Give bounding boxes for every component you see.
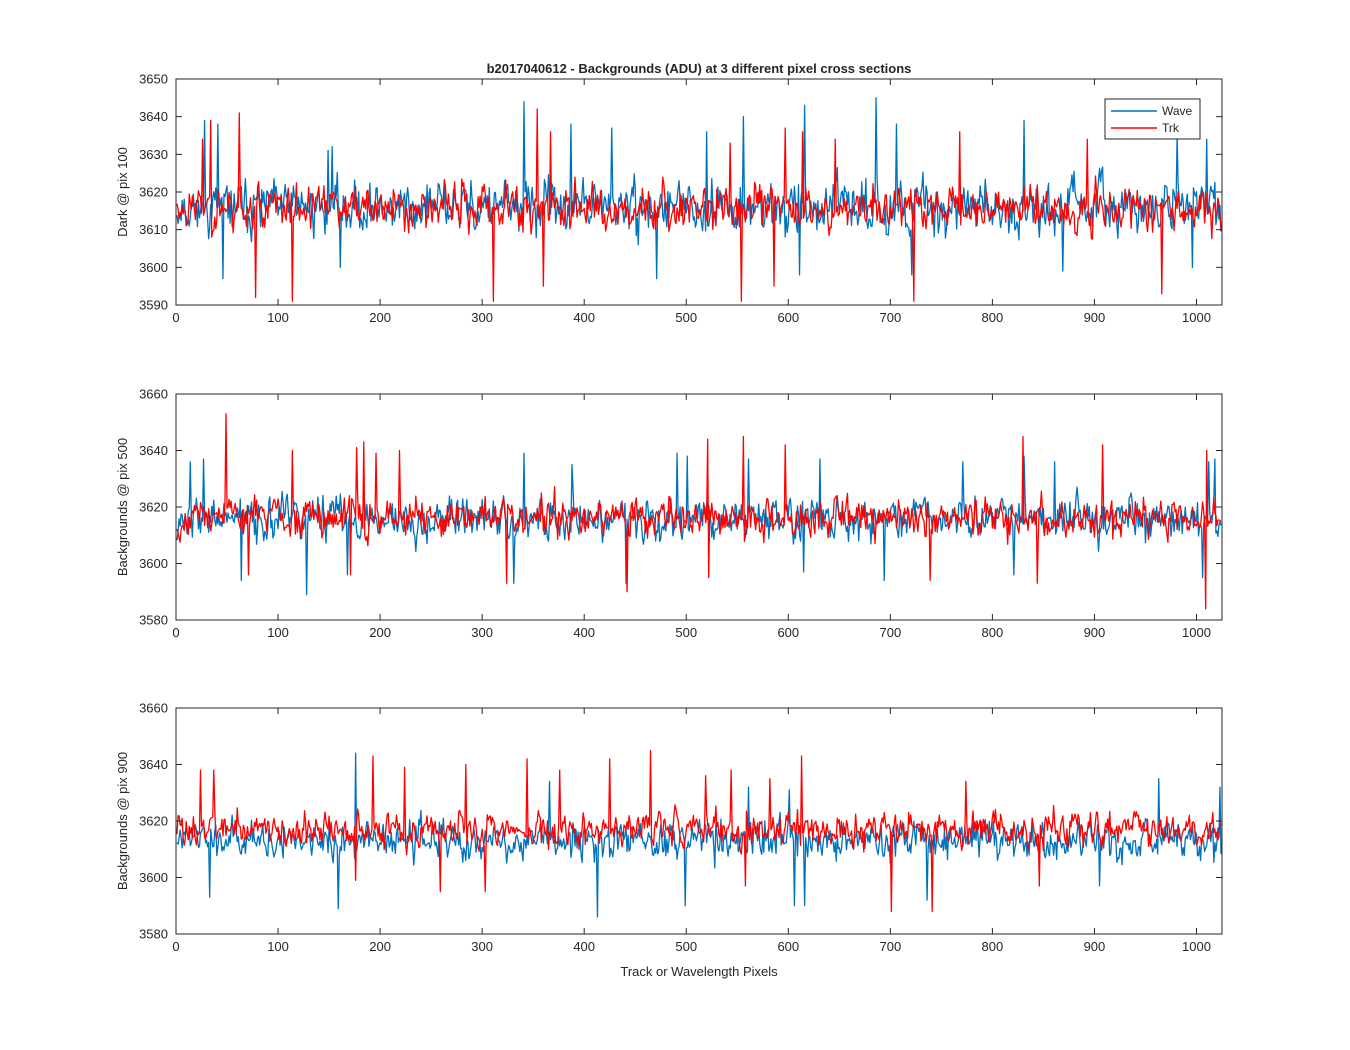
x-tick-label: 1000: [1182, 939, 1211, 954]
x-tick-label: 900: [1084, 939, 1106, 954]
x-tick-label: 0: [172, 625, 179, 640]
x-tick-label: 900: [1084, 310, 1106, 325]
x-tick-label: 0: [172, 310, 179, 325]
y-tick-label: 3600: [139, 870, 168, 885]
series-line-trk: [176, 749, 1222, 913]
y-tick-label: 3590: [139, 298, 168, 313]
series-line-wave: [176, 752, 1222, 918]
series-line-trk: [176, 413, 1222, 610]
plot-area: [176, 749, 1222, 918]
x-tick-label: 400: [573, 939, 595, 954]
x-tick-label: 300: [471, 625, 493, 640]
chart-title: b2017040612 - Backgrounds (ADU) at 3 dif…: [487, 61, 912, 76]
x-tick-label: 300: [471, 310, 493, 325]
x-tick-label: 0: [172, 939, 179, 954]
y-tick-label: 3620: [139, 500, 168, 515]
x-tick-label: 500: [675, 625, 697, 640]
subplot-2: 0 100 200 300 400 500 600 700 800 900 1000 3580 3600…: [115, 387, 1223, 640]
series-line-trk: [176, 108, 1222, 302]
x-tick-label: 200: [369, 939, 391, 954]
x-tick-label: 200: [369, 310, 391, 325]
x-tick-label: 1000: [1182, 310, 1211, 325]
subplots: 0 100 200 300 400 500 600 700 800 900 100035903600…: [115, 72, 1223, 954]
y-tick-label: 3640: [139, 443, 168, 458]
x-tick-label: 700: [879, 939, 901, 954]
plot-area: [176, 413, 1222, 610]
y-tick-label: 3630: [139, 147, 168, 162]
x-tick-label: 700: [879, 625, 901, 640]
x-tick-label: 100: [267, 310, 289, 325]
y-axis-label: Backgrounds @ pix 500: [115, 438, 130, 576]
x-tick-label: 400: [573, 625, 595, 640]
y-tick-label: 3640: [139, 757, 168, 772]
y-tick-label: 3600: [139, 260, 168, 275]
x-tick-label: 500: [675, 939, 697, 954]
x-tick-label: 1000: [1182, 625, 1211, 640]
x-tick-label: 400: [573, 310, 595, 325]
x-tick-label: 200: [369, 625, 391, 640]
x-tick-label: 100: [267, 939, 289, 954]
x-tick-label: 600: [777, 939, 799, 954]
x-axis-label: Track or Wavelength Pixels: [620, 964, 778, 979]
subplot-1: 0 100 200 300 400 500 600 700 800 900 1000 3590 3600…: [115, 72, 1223, 325]
x-tick-label: 100: [267, 625, 289, 640]
legend-box: [1104, 98, 1201, 140]
x-tick-label: 900: [1084, 625, 1106, 640]
x-tick-label: 500: [675, 310, 697, 325]
x-tick-label: 800: [982, 310, 1004, 325]
y-tick-label: 3650: [139, 72, 168, 87]
x-tick-label: 700: [879, 310, 901, 325]
y-tick-label: 3640: [139, 109, 168, 124]
plot-area: [176, 97, 1222, 302]
y-axis-label: Backgrounds @ pix 900: [115, 752, 130, 890]
y-tick-label: 3620: [139, 185, 168, 200]
y-tick-label: 3580: [139, 927, 168, 942]
x-tick-label: 600: [777, 625, 799, 640]
legend-label-trk: Trk: [1162, 121, 1180, 135]
y-tick-label: 3660: [139, 387, 168, 402]
x-tick-label: 800: [982, 939, 1004, 954]
x-tick-label: 300: [471, 939, 493, 954]
legend: Wave Trk: [1104, 98, 1201, 140]
y-tick-label: 3580: [139, 613, 168, 628]
y-tick-label: 3610: [139, 222, 168, 237]
legend-label-wave: Wave: [1162, 104, 1193, 118]
x-tick-label: 600: [777, 310, 799, 325]
x-tick-label: 800: [982, 625, 1004, 640]
y-tick-label: 3620: [139, 814, 168, 829]
y-axis-label: Dark @ pix 100: [115, 147, 130, 237]
subplot-3: 0 100 200 300 400 500 600 700 800 900 1000 3580 3600…: [115, 701, 1223, 954]
y-tick-label: 3660: [139, 701, 168, 716]
y-tick-label: 3600: [139, 556, 168, 571]
